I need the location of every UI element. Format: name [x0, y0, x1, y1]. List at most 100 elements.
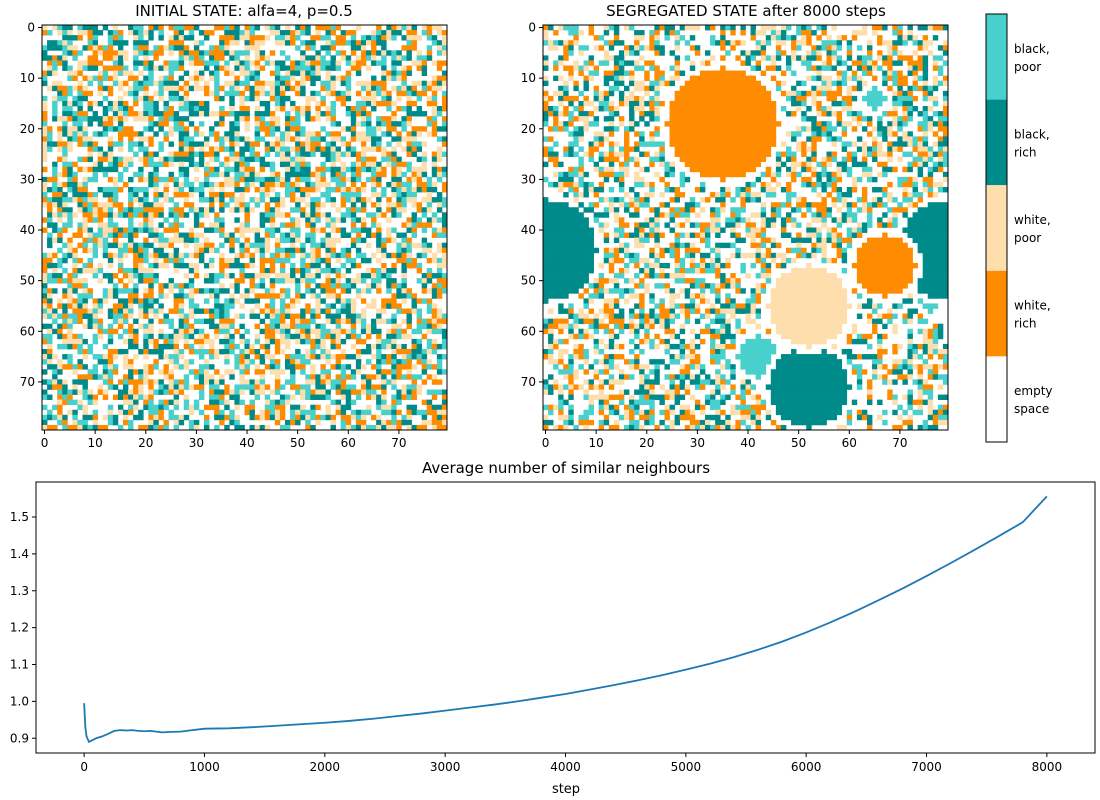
segregated-state-cell	[669, 65, 675, 71]
initial-state-cell	[421, 379, 428, 385]
segregated-state-cell	[922, 55, 929, 61]
initial-state-cell	[340, 181, 347, 188]
initial-state-cell	[112, 116, 119, 122]
initial-state-cell	[330, 303, 336, 309]
initial-state-cell	[376, 166, 382, 173]
initial-state-cell	[421, 207, 428, 213]
initial-state-cell	[128, 278, 134, 284]
initial-state-cell	[143, 404, 149, 411]
initial-state-cell	[193, 126, 200, 132]
initial-state-cell	[219, 197, 225, 203]
initial-state-cell	[305, 222, 311, 228]
initial-state-cell	[168, 141, 174, 147]
initial-state-cell	[158, 247, 164, 254]
initial-state-cell	[168, 409, 174, 416]
initial-state-cell	[274, 85, 281, 92]
initial-state-cell	[279, 197, 286, 203]
initial-state-cell	[426, 419, 433, 426]
initial-state-cell	[77, 333, 83, 340]
initial-state-cell	[285, 121, 291, 127]
initial-state-cell	[229, 156, 235, 163]
segregated-state-cell	[796, 40, 802, 46]
initial-state-cell	[62, 354, 68, 360]
initial-state-cell	[82, 384, 88, 390]
initial-state-cell	[269, 70, 276, 76]
initial-state-cell	[62, 126, 68, 132]
initial-state-cell	[107, 293, 114, 299]
initial-state-cell	[264, 212, 271, 218]
initial-state-cell	[416, 187, 423, 193]
initial-state-cell	[173, 262, 180, 269]
initial-state-cell	[350, 111, 357, 117]
initial-state-cell	[82, 404, 88, 411]
initial-state-cell	[234, 90, 240, 97]
initial-state-cell	[42, 288, 48, 294]
initial-state-cell	[97, 359, 104, 365]
initial-state-cell	[381, 389, 387, 395]
initial-state-cell	[371, 273, 377, 279]
initial-state-cell	[168, 151, 174, 157]
initial-state-cell	[391, 424, 397, 431]
segregated-state-cell	[735, 80, 741, 87]
initial-state-cell	[224, 288, 230, 294]
initial-state-cell	[143, 374, 149, 380]
initial-state-cell	[436, 318, 443, 325]
initial-state-cell	[117, 252, 124, 259]
initial-state-cell	[102, 237, 109, 244]
initial-state-cell	[315, 35, 321, 41]
segregated-state-cell	[608, 106, 615, 112]
initial-state-cell	[153, 227, 159, 233]
initial-state-cell	[168, 197, 174, 203]
initial-state-cell	[102, 207, 109, 213]
initial-state-cell	[214, 349, 220, 355]
initial-state-cell	[52, 369, 58, 375]
initial-state-cell	[391, 278, 397, 284]
initial-state-cell	[335, 323, 342, 330]
initial-state-cell	[193, 349, 200, 355]
segregated-state-cell	[902, 75, 908, 82]
segregated-state-cell	[745, 50, 751, 56]
segregated-state-cell	[674, 70, 681, 76]
segregated-state-cell	[801, 30, 807, 36]
initial-state-cell	[295, 328, 301, 335]
initial-state-cell	[441, 288, 448, 294]
initial-state-cell	[153, 151, 159, 157]
initial-state-cell	[441, 136, 448, 142]
initial-state-cell	[366, 116, 372, 122]
initial-state-cell	[117, 212, 124, 218]
initial-state-cell	[300, 318, 306, 325]
initial-state-cell	[300, 131, 306, 137]
initial-state-cell	[128, 298, 134, 304]
segregated-state-cell	[705, 100, 711, 107]
segregated-state-cell	[816, 65, 822, 71]
segregated-state-cell	[573, 25, 579, 31]
initial-state-cell	[381, 156, 387, 163]
initial-state-cell	[102, 70, 109, 76]
initial-state-cell	[411, 192, 417, 198]
initial-state-cell	[360, 288, 367, 294]
initial-state-cell	[381, 75, 387, 82]
initial-state-cell	[406, 95, 412, 102]
initial-state-cell	[244, 166, 250, 173]
initial-state-cell	[335, 181, 342, 188]
initial-state-cell	[47, 55, 53, 61]
initial-state-cell	[411, 45, 417, 51]
initial-state-cell	[229, 121, 235, 127]
initial-state-cell	[209, 308, 215, 314]
initial-state-cell	[401, 343, 407, 350]
initial-state-cell	[249, 30, 255, 36]
initial-state-cell	[153, 414, 159, 421]
segregated-state-cell	[558, 60, 564, 66]
initial-state-cell	[279, 257, 286, 264]
initial-state-cell	[330, 141, 336, 147]
segregated-state-cell	[887, 75, 893, 82]
segregated-state-cell	[816, 70, 822, 76]
initial-state-cell	[320, 333, 326, 340]
initial-state-cell	[279, 181, 286, 188]
initial-state-cell	[67, 293, 73, 299]
initial-state-cell	[138, 252, 144, 259]
segregated-state-cell	[543, 25, 549, 31]
segregated-state-cell	[892, 70, 898, 76]
initial-state-cell	[62, 90, 68, 97]
initial-state-cell	[254, 227, 261, 233]
